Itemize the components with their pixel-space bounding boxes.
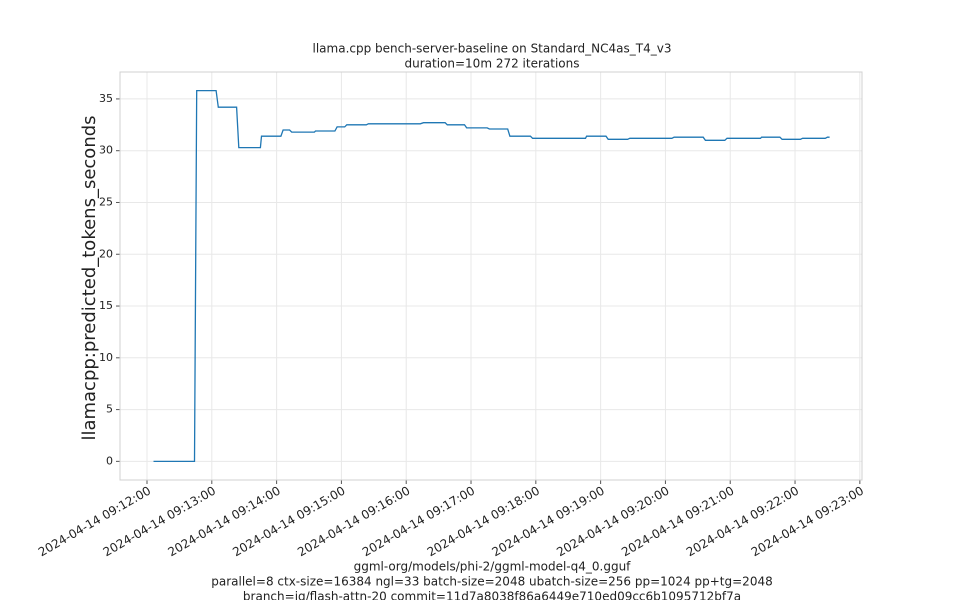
x-tick-label: 2024-04-14 09:16:00 [295, 484, 412, 560]
x-tick-label: 2024-04-14 09:17:00 [360, 484, 477, 560]
y-tick-label: 5 [106, 403, 113, 416]
plot-frame [119, 71, 863, 481]
y-tick-label: 25 [99, 195, 113, 208]
footer-line: branch=jg/flash-attn-20 commit=11d7a8038… [243, 590, 741, 600]
y-tick-label: 30 [99, 144, 113, 157]
x-tick-label: 2024-04-14 09:18:00 [425, 484, 542, 560]
data-line [153, 89, 830, 463]
x-tick-label: 2024-04-14 09:19:00 [489, 484, 606, 560]
y-tick-label: 15 [99, 299, 113, 312]
y-tick-label: 10 [99, 351, 113, 364]
footer-line: ggml-org/models/phi-2/ggml-model-q4_0.gg… [354, 560, 632, 574]
x-tick-label: 2024-04-14 09:23:00 [749, 484, 866, 560]
x-tick-label: 2024-04-14 09:20:00 [554, 484, 671, 560]
x-tick-label: 2024-04-14 09:13:00 [101, 484, 218, 560]
y-tick-label: 20 [99, 247, 113, 260]
x-tick-label: 2024-04-14 09:22:00 [684, 484, 801, 560]
x-tick-label: 2024-04-14 09:15:00 [230, 484, 347, 560]
y-tick-label: 0 [106, 454, 113, 467]
x-tick-label: 2024-04-14 09:12:00 [36, 484, 153, 560]
x-tick-label: 2024-04-14 09:14:00 [165, 484, 282, 560]
y-tick-label: 35 [99, 92, 113, 105]
chart-title: llama.cpp bench-server-baseline on Stand… [313, 42, 672, 56]
chart-subtitle: duration=10m 272 iterations [405, 57, 580, 71]
y-axis-label: llamacpp:predicted_tokens_seconds [79, 115, 100, 440]
footer-line: parallel=8 ctx-size=16384 ngl=33 batch-s… [211, 575, 772, 589]
x-tick-label: 2024-04-14 09:21:00 [619, 484, 736, 560]
